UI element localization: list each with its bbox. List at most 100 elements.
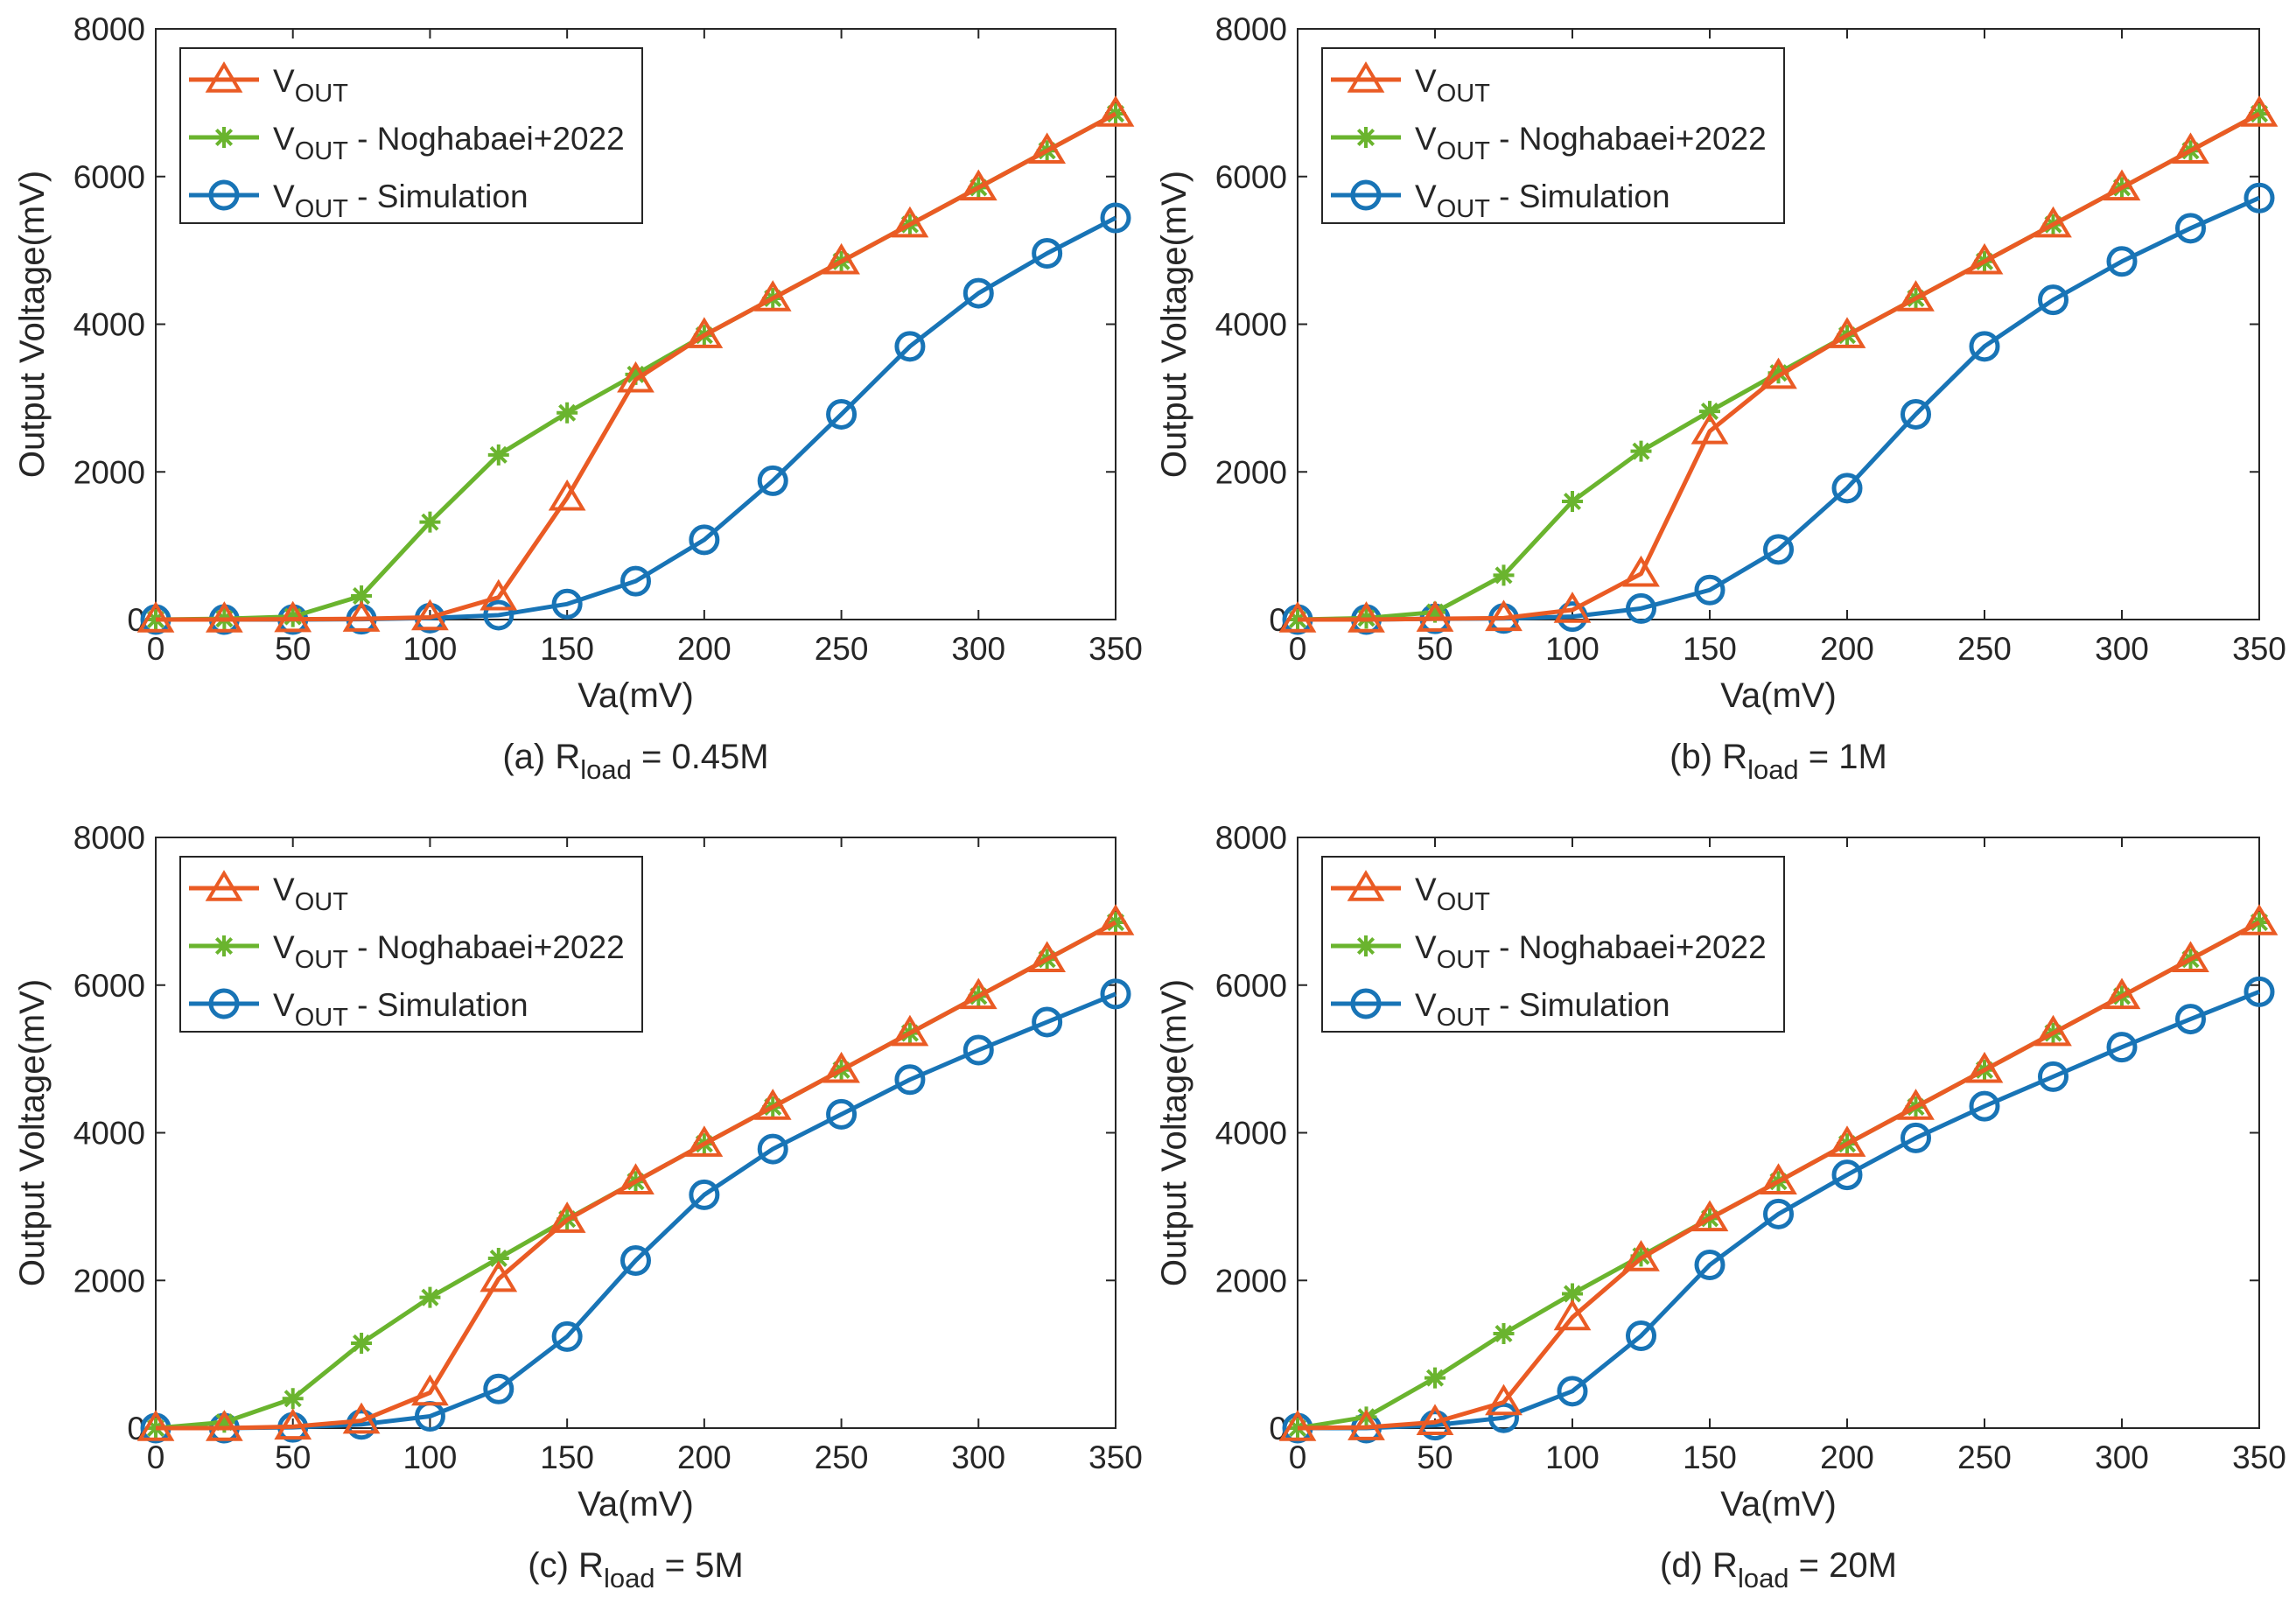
data-point-vout: [411, 599, 449, 631]
x-tick-label: 300: [2095, 1439, 2149, 1475]
y-axis-label: Output Voltage(mV): [1155, 979, 1194, 1286]
panel-caption: (a) Rload = 0.45M: [502, 738, 768, 785]
legend-label: VOUT - Simulation: [1415, 987, 1670, 1032]
asterisk-strokes: [1699, 401, 1720, 423]
data-point-simulation: [483, 1373, 514, 1404]
data-point-vout: [1096, 95, 1135, 127]
data-point-simulation: [1694, 574, 1726, 606]
data-point-noghabaei: [2249, 912, 2270, 934]
panel-caption-suffix: = 20M: [1789, 1546, 1897, 1585]
legend-item-simulation: VOUT - Simulation: [1331, 987, 1670, 1032]
panel-caption-subscript: load: [580, 754, 632, 785]
x-axis-label: Va(mV): [1720, 676, 1837, 715]
x-tick-label: 50: [1417, 631, 1452, 667]
data-point-noghabaei: [351, 1332, 373, 1354]
legend-label-main: V: [1415, 121, 1437, 157]
data-point-vout: [1485, 599, 1522, 632]
data-point-vout: [1553, 1299, 1592, 1331]
data-point-vout: [1760, 1163, 1797, 1194]
data-point-simulation: [1100, 202, 1131, 234]
panel-caption-subscript: load: [1747, 754, 1799, 785]
data-point-vout: [274, 1408, 312, 1440]
x-tick-label: 100: [403, 631, 458, 667]
data-point-vout: [2172, 941, 2209, 972]
x-axis-label: Va(mV): [1720, 1485, 1837, 1523]
data-point-vout: [480, 1260, 518, 1292]
data-point-simulation: [2175, 213, 2206, 244]
asterisk-strokes: [625, 363, 647, 385]
legend-label-subscript: OUT: [295, 137, 349, 165]
legend-label-main: V: [1415, 987, 1437, 1023]
legend-marker: [1355, 935, 1376, 956]
x-tick-label: 300: [951, 1439, 1005, 1475]
legend-item-noghabaei: VOUT - Noghabaei+2022: [1331, 929, 1767, 974]
data-point-vout: [617, 1163, 654, 1194]
legend-label-suffix: - Noghabaei+2022: [1490, 929, 1767, 965]
panel-caption: (c) Rload = 5M: [528, 1546, 743, 1593]
x-tick-label: 150: [1683, 631, 1737, 667]
data-point-simulation: [757, 465, 788, 496]
data-point-noghabaei: [1630, 440, 1652, 462]
legend-item-noghabaei: VOUT - Noghabaei+2022: [189, 929, 625, 974]
legend-label: VOUT: [273, 872, 348, 916]
x-axis-label: Va(mV): [578, 676, 694, 715]
data-point-noghabaei: [487, 1247, 509, 1269]
series-line-vout: [1298, 111, 2261, 622]
legend-marker: [205, 870, 243, 901]
asterisk-strokes: [2249, 912, 2270, 934]
legend-label-subscript: OUT: [1437, 137, 1491, 165]
data-point-vout: [685, 317, 724, 348]
data-point-simulation: [894, 331, 926, 362]
x-axis: 0 50 100 150 200 250 300 350: [1289, 837, 2286, 1475]
y-tick-label: 4000: [74, 307, 145, 343]
data-point-noghabaei: [1493, 1323, 1515, 1344]
asterisk-strokes: [1630, 440, 1652, 462]
legend-marker: [1347, 61, 1385, 93]
data-point-simulation: [1557, 1376, 1588, 1407]
data-point-vout: [1897, 1089, 1935, 1120]
asterisk-strokes: [351, 585, 373, 606]
data-point-simulation: [689, 1179, 720, 1210]
data-point-simulation: [620, 1244, 651, 1276]
data-point-noghabaei: [282, 606, 304, 627]
legend-label: VOUT - Noghabaei+2022: [1415, 121, 1767, 165]
x-axis: 0 50 100 150 200 250 300 350: [147, 837, 1143, 1475]
panel-caption-subscript: load: [1738, 1563, 1789, 1593]
asterisk-strokes: [282, 1388, 304, 1410]
data-point-vout: [548, 1201, 586, 1233]
legend-marker: [214, 935, 234, 956]
data-point-vout: [136, 601, 175, 633]
x-tick-label: 300: [2095, 631, 2149, 667]
data-point-simulation: [551, 588, 583, 620]
data-point-simulation: [2106, 1032, 2138, 1063]
data-point-vout: [891, 1014, 929, 1047]
data-point-vout: [205, 601, 243, 633]
legend-label-main: V: [273, 179, 295, 214]
series-line-simulation: [1298, 990, 2260, 1431]
data-point-vout: [753, 280, 792, 312]
x-tick-label: 150: [540, 631, 594, 667]
legend-marker: [214, 127, 234, 148]
asterisk-strokes: [1355, 1406, 1377, 1428]
x-tick-label: 250: [1957, 1439, 2012, 1475]
x-tick-label: 0: [147, 1439, 165, 1475]
data-point-vout: [1760, 357, 1797, 389]
legend-label-subscript: OUT: [1437, 1004, 1491, 1032]
legend-label-suffix: - Noghabaei+2022: [348, 929, 625, 965]
y-tick-label: 6000: [74, 968, 145, 1004]
x-tick-label: 50: [1417, 1439, 1452, 1475]
legend-marker: [1355, 127, 1376, 148]
legend-label-main: V: [1415, 179, 1437, 214]
asterisk-strokes: [1105, 912, 1126, 934]
data-point-simulation: [1900, 1122, 1931, 1153]
panel-caption-suffix: = 5M: [655, 1546, 744, 1585]
y-tick-label: 6000: [1215, 968, 1287, 1004]
data-point-vout: [1690, 1200, 1729, 1232]
panel-caption-subscript: load: [604, 1563, 655, 1593]
legend-label-suffix: - Simulation: [1490, 987, 1670, 1023]
data-point-simulation: [1626, 592, 1656, 624]
x-tick-label: 100: [1545, 631, 1600, 667]
